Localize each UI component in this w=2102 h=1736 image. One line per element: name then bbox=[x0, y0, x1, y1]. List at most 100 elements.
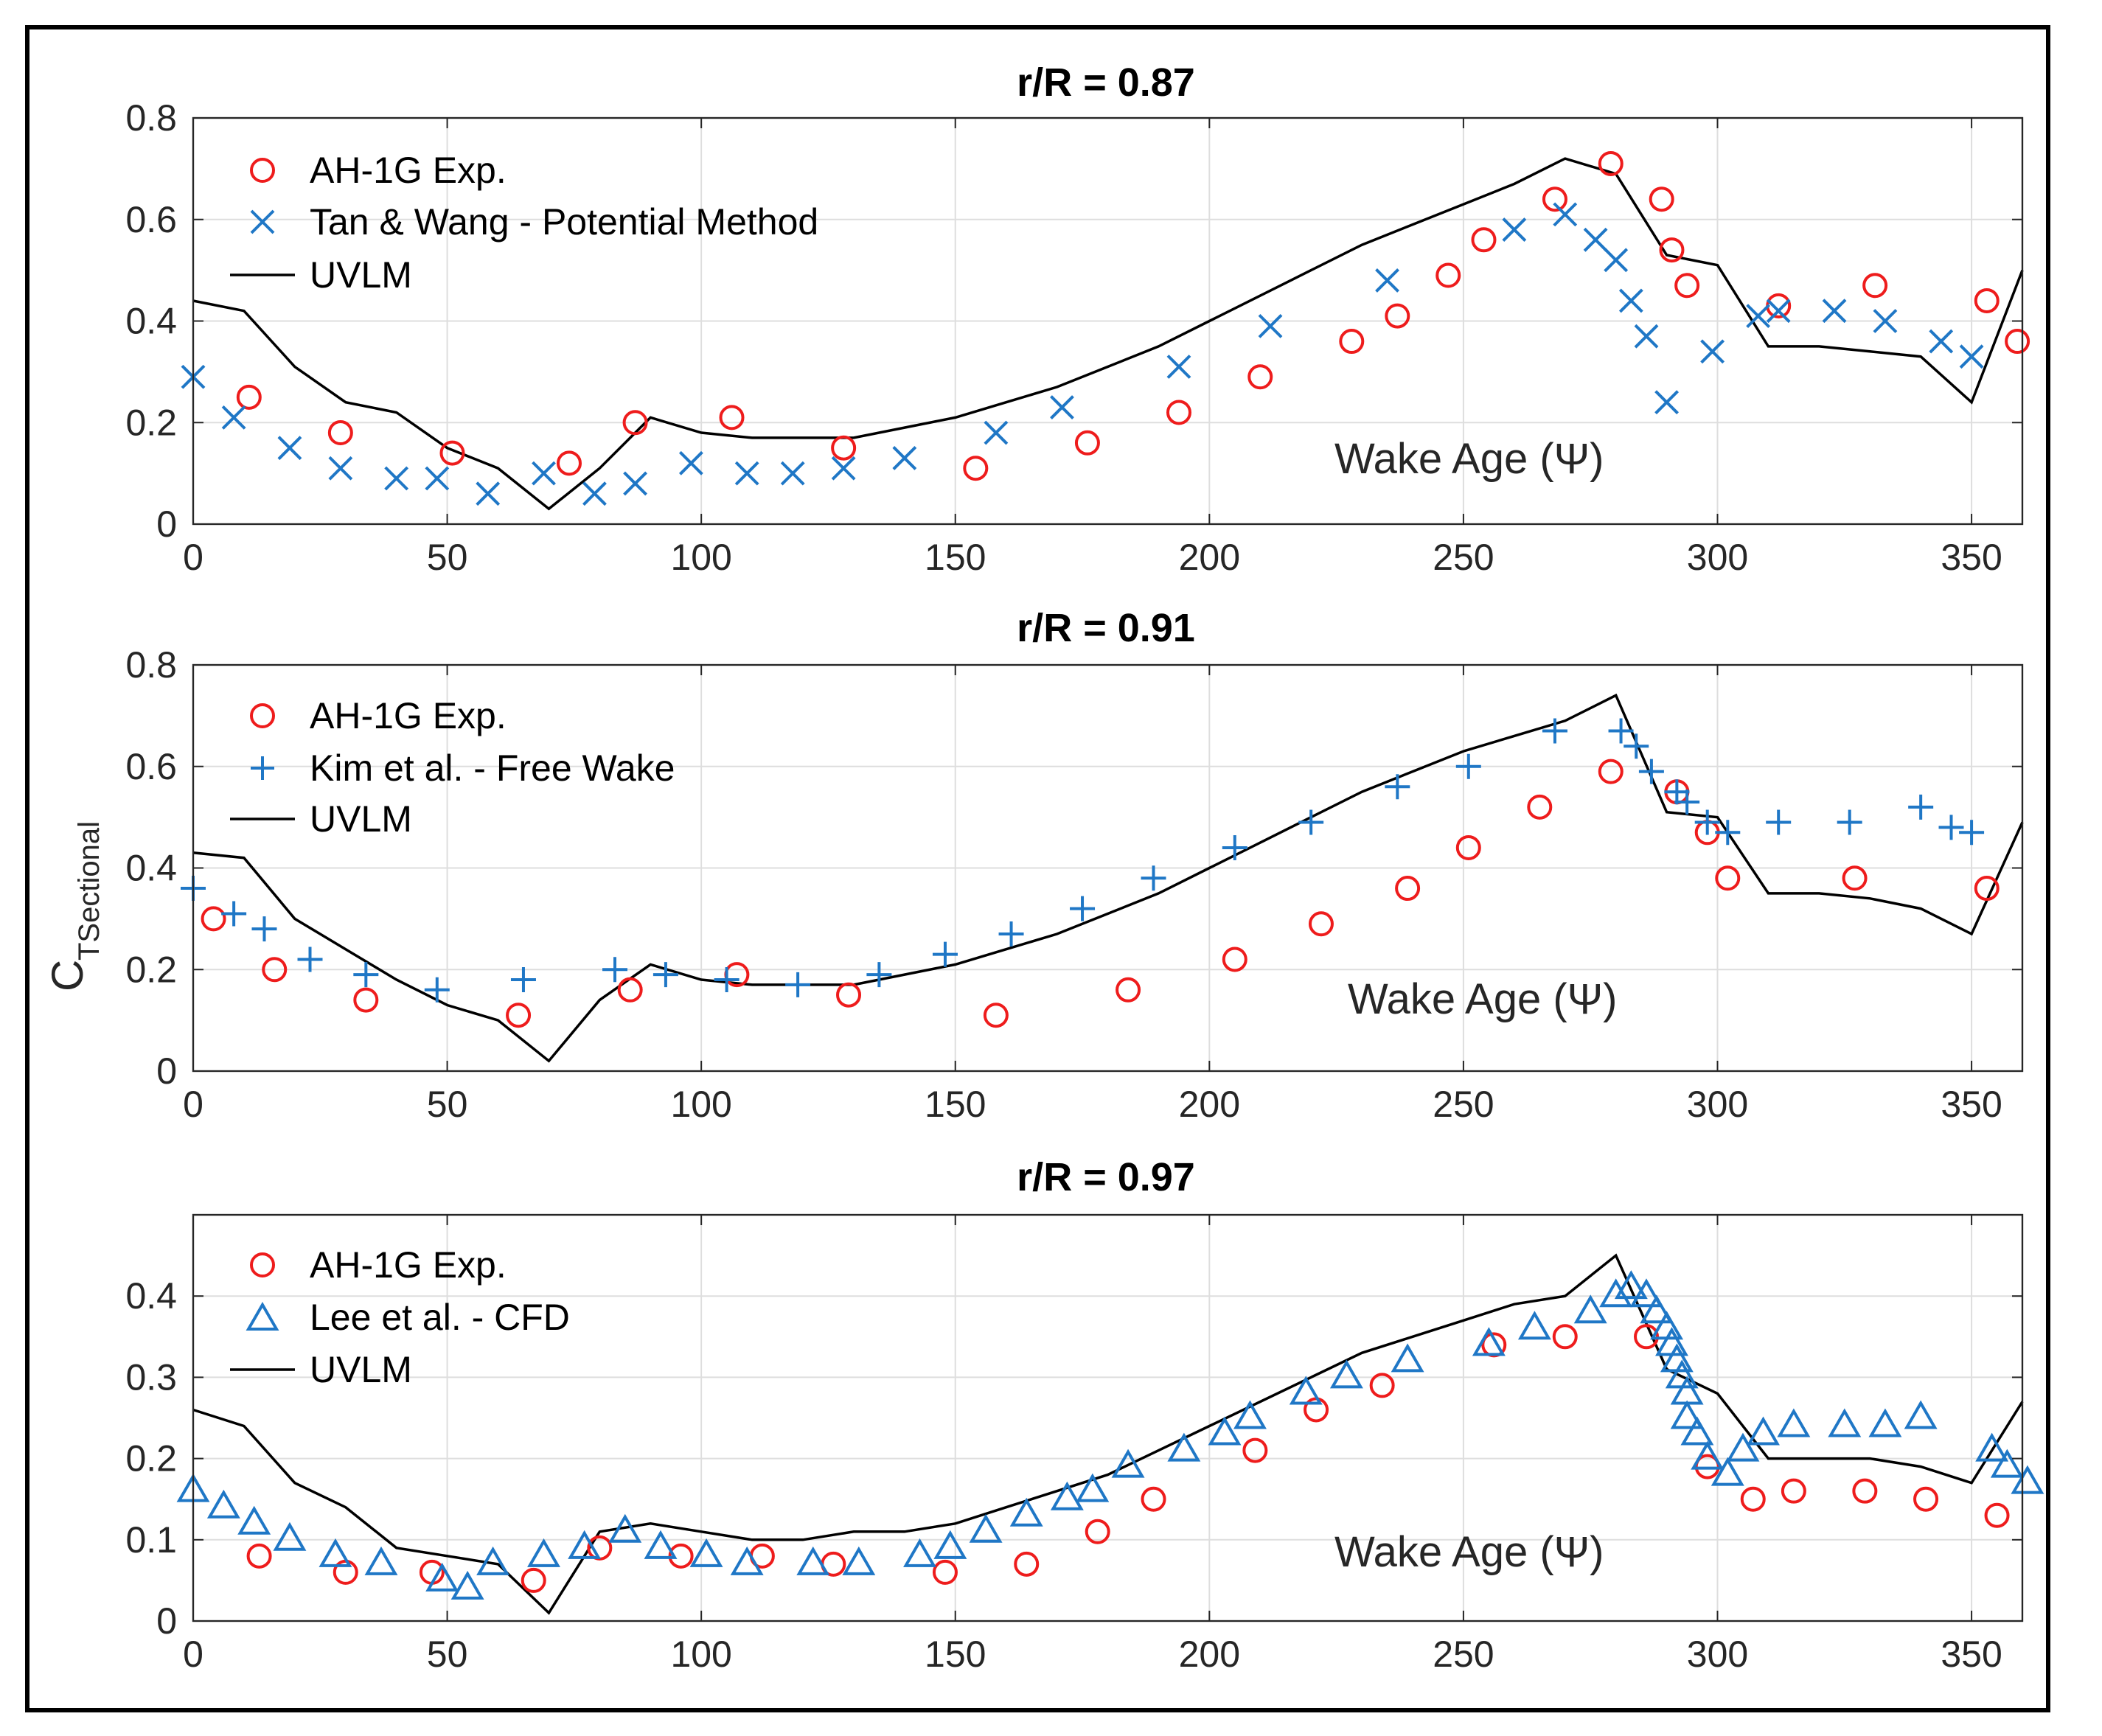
ref-point bbox=[644, 1530, 678, 1559]
x-tick-label: 250 bbox=[1433, 1634, 1494, 1675]
ref-point bbox=[1070, 896, 1096, 921]
ref-point bbox=[1542, 718, 1567, 744]
ref-point bbox=[1711, 1457, 1744, 1486]
exp-point bbox=[1913, 1486, 1939, 1512]
exp-point bbox=[1598, 150, 1624, 176]
exp-point bbox=[831, 435, 857, 461]
ref-point bbox=[678, 450, 703, 475]
ref-point bbox=[602, 957, 628, 983]
ref-point bbox=[1553, 202, 1578, 227]
ref-point bbox=[384, 466, 409, 491]
x-tick-label: 100 bbox=[670, 537, 731, 578]
x-tick-label: 350 bbox=[1941, 1634, 2002, 1675]
ref-point bbox=[1959, 820, 1985, 846]
ref-point bbox=[1599, 1278, 1633, 1308]
y-tick-label: 0 bbox=[156, 503, 177, 545]
ref-point bbox=[221, 901, 247, 927]
ref-point bbox=[1208, 1416, 1242, 1446]
exp-point bbox=[262, 957, 288, 983]
x-tick-label: 50 bbox=[427, 1084, 468, 1125]
ref-point bbox=[1837, 809, 1862, 835]
ref-point bbox=[780, 461, 805, 486]
y-tick-label: 0 bbox=[156, 1050, 177, 1092]
ref-point bbox=[1640, 1294, 1674, 1324]
exp-point bbox=[439, 440, 465, 466]
ref-point bbox=[1873, 309, 1898, 333]
ref-point bbox=[319, 1538, 352, 1567]
x-tick-label: 0 bbox=[183, 537, 203, 578]
ref-point bbox=[1990, 1449, 2024, 1478]
ref-point bbox=[1618, 288, 1643, 313]
ref-point bbox=[1929, 329, 1954, 354]
x-tick-label: 100 bbox=[670, 1634, 731, 1675]
ref-point bbox=[1828, 1408, 1862, 1437]
ref-point bbox=[932, 941, 958, 967]
ref-point bbox=[353, 962, 379, 988]
exp-point bbox=[1014, 1551, 1040, 1577]
ref-point bbox=[277, 436, 302, 461]
ref-point bbox=[1009, 1497, 1043, 1527]
ref-point bbox=[1904, 1400, 1938, 1429]
exp-point bbox=[1435, 262, 1461, 288]
legend: AH-1G Exp. Kim et al. - Free Wake UVLM bbox=[230, 695, 675, 840]
x-tick-label: 350 bbox=[1941, 1084, 2002, 1125]
y-tick-label: 0.4 bbox=[125, 848, 177, 889]
exp-point bbox=[1542, 187, 1567, 212]
ref-point bbox=[1050, 1481, 1084, 1510]
exp-point bbox=[1085, 1519, 1110, 1544]
ref-point bbox=[1289, 1376, 1323, 1405]
ref-point bbox=[1747, 1416, 1780, 1446]
ref-point bbox=[568, 1530, 602, 1559]
ref-point bbox=[1385, 774, 1410, 800]
legend-label-ref: Lee et al. - CFD bbox=[310, 1297, 570, 1338]
x-tick-label: 250 bbox=[1433, 537, 1494, 578]
exp-point bbox=[622, 410, 648, 436]
ref-point bbox=[510, 967, 536, 993]
ref-point bbox=[1664, 779, 1690, 805]
ref-point bbox=[1777, 1408, 1811, 1437]
wake-age-annotation: Wake Age (Ψ) bbox=[1334, 1528, 1604, 1576]
uvlm-line bbox=[192, 1253, 2024, 1615]
ref-point bbox=[251, 916, 277, 942]
y-tick-label: 0.1 bbox=[125, 1519, 177, 1561]
ref-point bbox=[1517, 1311, 1551, 1340]
exp-point bbox=[1552, 1324, 1578, 1350]
y-axis-label-sub: TSectional bbox=[73, 821, 105, 961]
ref-point bbox=[866, 962, 892, 988]
ref-point bbox=[796, 1546, 830, 1575]
ref-point bbox=[1298, 809, 1324, 835]
ref-point bbox=[425, 1562, 459, 1592]
ref-point bbox=[1654, 390, 1679, 415]
panel-r087: r/R = 0.87 0 50 100 150 200 250 300 350 0 0.2 0.4 0… bbox=[125, 60, 2030, 578]
ref-point bbox=[273, 1521, 307, 1551]
ref-point bbox=[1746, 304, 1771, 329]
ref-point bbox=[476, 481, 501, 506]
x-tick-label: 200 bbox=[1179, 1084, 1240, 1125]
ref-point bbox=[221, 405, 246, 430]
ref-point bbox=[1583, 227, 1608, 252]
exp-point bbox=[2005, 329, 2030, 355]
exp-point bbox=[1842, 865, 1868, 891]
panel-title: r/R = 0.97 bbox=[1017, 1155, 1195, 1199]
legend-label-uvlm: UVLM bbox=[310, 254, 412, 296]
x-tick-label: 200 bbox=[1179, 537, 1240, 578]
x-tick-label: 0 bbox=[183, 1634, 203, 1675]
x-tick-label: 350 bbox=[1941, 537, 2002, 578]
exp-point bbox=[1395, 876, 1421, 902]
legend-marker-ref bbox=[246, 1301, 279, 1331]
legend-marker-ref bbox=[251, 756, 274, 780]
legend: AH-1G Exp. Tan & Wang - Potential Method… bbox=[230, 150, 818, 296]
exp-point bbox=[1740, 1486, 1766, 1512]
uvlm-series bbox=[192, 1253, 2024, 1615]
ref-point bbox=[1604, 248, 1629, 273]
ref-point bbox=[1502, 217, 1527, 242]
ref-point bbox=[1166, 355, 1191, 379]
exp-point bbox=[1852, 1478, 1878, 1504]
panel-r091: r/R = 0.91 0 50 100 150 200 250 300 35000.20.40… bbox=[125, 606, 2024, 1125]
exp-point bbox=[1598, 759, 1624, 784]
x-tick-label: 100 bbox=[670, 1084, 731, 1125]
y-tick-label: 0.8 bbox=[125, 644, 177, 686]
x-tick-label: 150 bbox=[925, 1634, 986, 1675]
exp-point bbox=[1974, 876, 2000, 902]
x-tick-label: 150 bbox=[925, 1084, 986, 1125]
